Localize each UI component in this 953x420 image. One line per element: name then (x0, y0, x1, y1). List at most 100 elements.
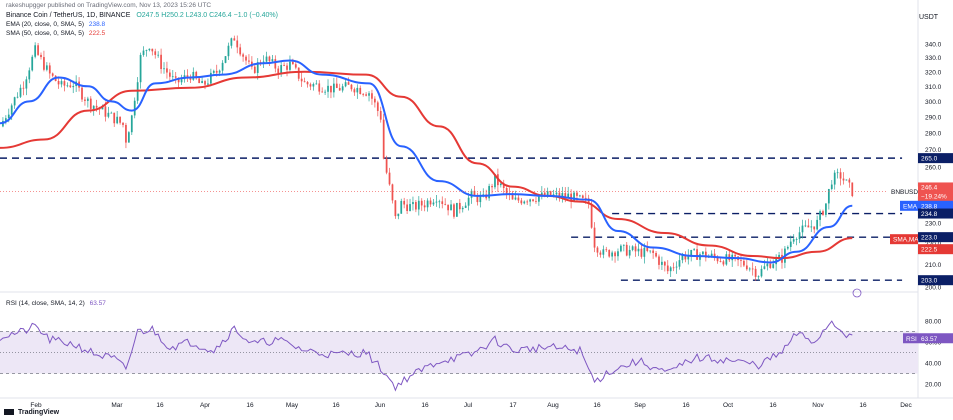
candle-body (233, 38, 236, 41)
candle-body (488, 186, 490, 199)
candle-body (356, 87, 359, 93)
candle-body (725, 254, 728, 265)
rsi-tick-label: 80.00 (925, 319, 942, 326)
candle-body (458, 202, 461, 210)
rsi-value-tag-bg (918, 333, 953, 344)
candle-body (145, 50, 148, 51)
candle-body (716, 256, 719, 262)
candle-body (201, 81, 203, 84)
candle-body (499, 183, 502, 186)
candle-body (608, 250, 611, 257)
candle-body (236, 40, 239, 48)
candle-body (409, 204, 411, 211)
ohlc-values: O247.5 H250.2 L243.0 C246.4 −1.0 (−0.40%… (136, 12, 278, 19)
candle-body (822, 211, 824, 215)
candle-body (139, 54, 142, 83)
candle-body (92, 105, 95, 109)
candle-body (198, 78, 201, 84)
candle-body (297, 67, 300, 79)
candle-body (57, 80, 60, 85)
sma-value-tag-bg (918, 244, 953, 255)
candle-body (268, 56, 271, 62)
ema-legend[interactable]: EMA (20, close, 0, SMA, 5) 238.8 (6, 21, 105, 28)
candle-body (218, 70, 221, 73)
candle-body (359, 87, 362, 94)
time-tick-label: Sep (634, 402, 646, 409)
candle-body (306, 82, 309, 85)
candle-body (450, 204, 452, 211)
sma-legend[interactable]: SMA (50, close, 0, SMA, 5) 222.5 (6, 30, 105, 37)
candle-body (51, 73, 54, 76)
candle-body (353, 89, 356, 93)
candle-body (160, 54, 162, 70)
candle-body (681, 254, 684, 261)
candle-body (596, 247, 599, 253)
time-tick-label: Feb (30, 402, 42, 409)
candle-body (690, 250, 693, 256)
level-234-tag-bg (918, 208, 953, 219)
candle-body (456, 202, 458, 217)
candle-body (535, 200, 537, 202)
candle-body (637, 248, 640, 252)
candle-body (804, 225, 807, 227)
candle-body (529, 199, 531, 202)
candle-body (517, 197, 520, 201)
candle-body (830, 184, 833, 190)
candle-body (309, 84, 312, 87)
sma-value-tag: 222.5 (921, 247, 938, 254)
rsi-line (0, 320, 853, 392)
candle-body (350, 84, 353, 90)
candle-body (634, 246, 637, 252)
candle-body (338, 87, 341, 91)
time-tick-label: Jun (375, 402, 386, 409)
price-tick-label: 330.0 (925, 55, 942, 62)
candle-body (620, 245, 622, 252)
ema-tag: EMA (903, 203, 918, 210)
candle-body (661, 261, 663, 265)
tradingview-logo-text: TradingView (17, 409, 60, 416)
symbol-line: Binance Coin / TetherUS, 1D, BINANCE O24… (6, 12, 278, 19)
candle-body (573, 192, 575, 202)
candle-body (426, 200, 429, 208)
level-203-tag-bg (918, 275, 953, 286)
candle-body (467, 197, 470, 206)
candle-body (669, 267, 672, 272)
time-tick-label: 16 (769, 402, 777, 409)
candle-body (10, 105, 13, 115)
candle-body (151, 48, 154, 52)
candle-body (347, 82, 350, 85)
candle-body (48, 65, 51, 74)
candle-body (652, 250, 655, 253)
candle-body (89, 98, 92, 109)
time-tick-label: 17 (509, 402, 517, 409)
sma-legend-label: SMA (50, close, 0, SMA, 5) (6, 30, 85, 37)
tradingview-logo-icon (4, 409, 14, 416)
candle-body (461, 207, 464, 210)
candle-body (543, 192, 546, 197)
candle-body (277, 68, 280, 74)
candle-body (663, 261, 666, 266)
rsi-tag-bg (903, 333, 918, 344)
candle-body (825, 203, 827, 215)
candle-body (429, 200, 432, 205)
candle-body (248, 60, 250, 62)
candle-body (283, 65, 285, 66)
candle-body (107, 112, 110, 117)
rsi-legend[interactable]: RSI (14, close, SMA, 14, 2) 63.57 (6, 300, 106, 307)
ema-legend-label: EMA (20, close, 0, SMA, 5) (6, 21, 85, 28)
candle-body (7, 114, 10, 119)
candle-body (470, 190, 473, 198)
candle-body (719, 261, 722, 263)
time-tick-label: 16 (421, 402, 429, 409)
candle-body (315, 83, 318, 85)
currency-label[interactable]: USDT (919, 14, 939, 21)
candle-body (286, 65, 288, 70)
candle-body (684, 254, 687, 260)
price-tick-label: 340.0 (925, 42, 942, 49)
candle-body (180, 79, 183, 83)
candle-body (177, 77, 180, 83)
candle-body (168, 72, 171, 77)
candle-body (154, 51, 157, 55)
candle-body (702, 251, 704, 255)
